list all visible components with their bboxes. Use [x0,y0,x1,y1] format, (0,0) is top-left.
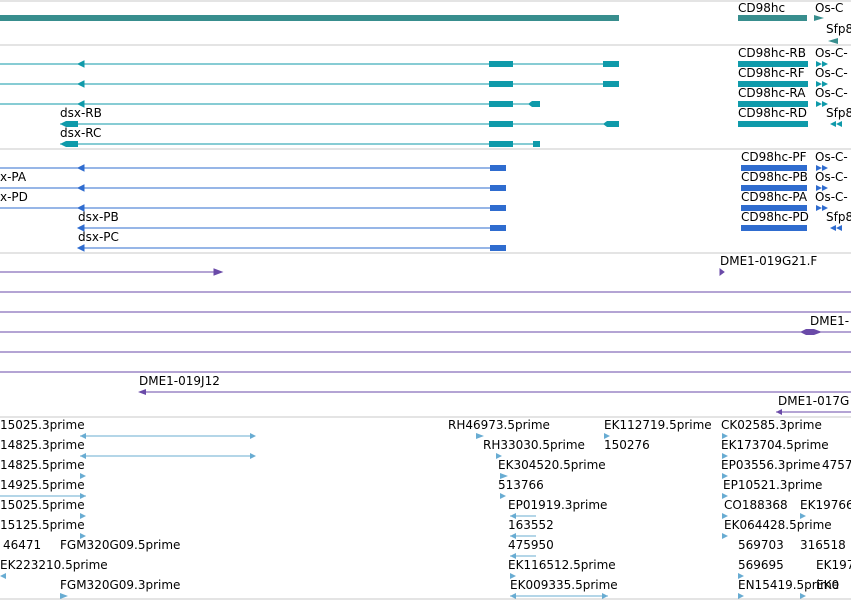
est-label[interactable]: EK19766 [800,498,851,512]
est-label[interactable]: 15025.3prime [0,418,85,432]
est-label[interactable]: EK197 [816,558,851,572]
transcript-label[interactable]: x-PA [0,170,27,184]
est-label[interactable]: RH33030.5prime [483,438,585,452]
est-label[interactable]: 513766 [498,478,544,492]
gene-feature-dsx[interactable] [0,15,619,21]
transcript-label[interactable]: CD98hc-PF [741,150,807,164]
est-label[interactable]: 4757 [822,458,851,472]
transcript-label[interactable]: Sfp8 [826,106,851,120]
est-label[interactable]: EP10521.3prime [723,478,823,492]
est-label[interactable]: EK0 [816,578,840,592]
transcript-label[interactable]: Os-C- [815,170,848,184]
transcript-label[interactable]: dsx-RB [60,106,102,120]
transcript-label[interactable]: CD98hc-PB [741,170,808,184]
transcript-label[interactable]: CD98hc-RD [738,106,807,120]
est-label[interactable]: EP01919.3prime [508,498,608,512]
est-label[interactable]: EP03556.3prime [721,458,821,472]
gene-label[interactable]: Os-C [815,1,844,15]
est-track [0,433,806,599]
transcript-label[interactable]: Os-C- [815,66,848,80]
gene-label[interactable]: CD98hc [738,1,786,15]
gene-feature-os-c[interactable] [814,15,824,21]
transcript-label[interactable]: dsx-PC [78,230,119,244]
est-label[interactable]: 15125.5prime [0,518,85,532]
est-label[interactable]: EK116512.5prime [508,558,616,572]
est-label[interactable]: EK112719.5prime [604,418,712,432]
est-label[interactable]: EK304520.5prime [498,458,606,472]
est-label[interactable]: 150276 [604,438,650,452]
transcript-label[interactable]: Os-C- [815,150,848,164]
transcript-track-flybase [0,60,842,147]
est-label[interactable]: 475950 [508,538,554,552]
transcript-label[interactable]: Os-C- [815,190,848,204]
clone-label[interactable]: DME1- [810,314,850,328]
est-label[interactable]: FGM320G09.5prime [60,538,181,552]
transcript-label[interactable]: Os-C- [815,86,848,100]
est-label[interactable]: 14825.5prime [0,458,85,472]
est-label[interactable]: EK173704.5prime [721,438,829,452]
transcript-label[interactable]: dsx-PB [78,210,119,224]
clone-label[interactable]: DME1-017G [778,394,850,408]
est-label[interactable]: EN15419.5prime [738,578,840,592]
est-label[interactable]: RH46973.5prime [448,418,550,432]
transcript-label[interactable]: dsx-RC [60,126,102,140]
transcript-track-gene-models [0,164,842,252]
est-label[interactable]: 316518 [800,538,846,552]
transcript-label[interactable]: CD98hc-RF [738,66,805,80]
est-label[interactable]: EK009335.5prime [510,578,618,592]
est-label[interactable]: 163552 [508,518,554,532]
transcript-label[interactable]: CD98hc-RB [738,46,806,60]
transcript-label[interactable]: CD98hc-PD [741,210,809,224]
clone-track [0,268,851,415]
clone-label[interactable]: DME1-019J12 [139,374,220,388]
est-label[interactable]: 14825.3prime [0,438,85,452]
transcript-label[interactable]: Os-C- [815,46,848,60]
est-label[interactable]: 14925.5prime [0,478,85,492]
transcript-label[interactable]: x-PD [0,190,28,204]
est-label[interactable]: 569695 [738,558,784,572]
gene-feature-sfp8[interactable] [828,38,838,44]
gene-label[interactable]: Sfp8 [826,22,851,36]
gene-feature-cd98hc[interactable] [738,15,807,21]
est-label[interactable]: 46471 [3,538,42,552]
est-label[interactable]: 15025.5prime [0,498,85,512]
gene-track [0,15,838,44]
est-label[interactable]: FGM320G09.3prime [60,578,181,592]
est-label[interactable]: EK064428.5prime [724,518,832,532]
est-label[interactable]: CK02585.3prime [721,418,822,432]
transcript-label[interactable]: Sfp8 [826,210,851,224]
est-label[interactable]: EK223210.5prime [0,558,108,572]
est-label[interactable]: 569703 [738,538,784,552]
est-label[interactable]: CO188368 [724,498,788,512]
clone-label[interactable]: DME1-019G21.F [720,254,818,268]
transcript-label[interactable]: CD98hc-RA [738,86,806,100]
transcript-label[interactable]: CD98hc-PA [741,190,808,204]
